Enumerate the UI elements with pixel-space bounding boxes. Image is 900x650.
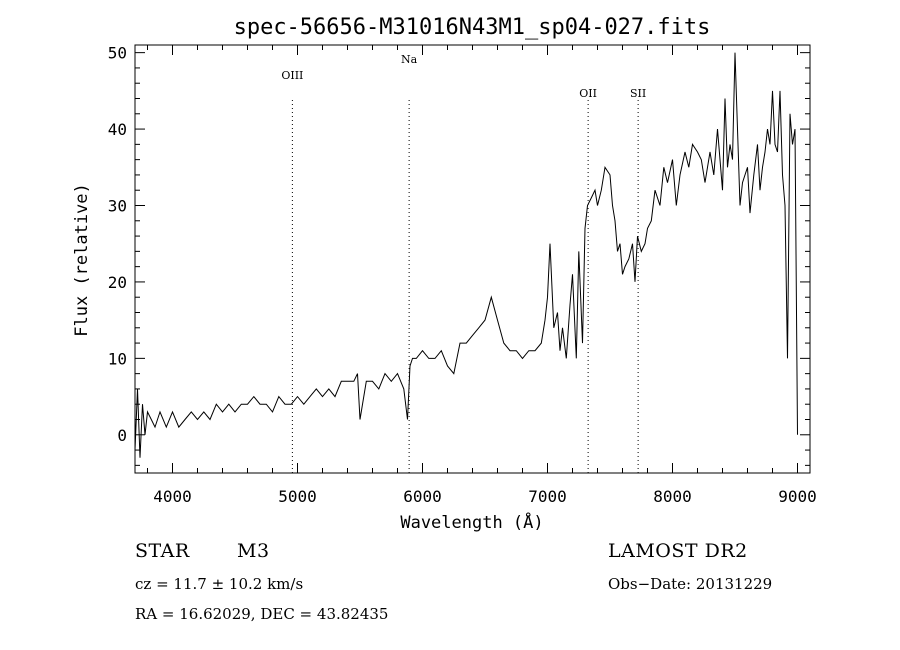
line-markers: OIII Na OII SII <box>281 53 646 473</box>
plot-frame <box>134 44 811 474</box>
spectrum-line <box>134 52 798 458</box>
x-tick-label: 5000 <box>278 487 317 506</box>
chart-title: spec-56656-M31016N43M1_sp04-027.fits <box>234 15 711 40</box>
axis-ticks: 4000 5000 6000 7000 8000 9000 0 10 20 30 40 50 <box>108 44 817 506</box>
obs-date: Obs−Date: 20131229 <box>608 575 773 593</box>
redshift-info: cz = 11.7 ± 10.2 km/s <box>135 575 304 593</box>
x-tick-label: 6000 <box>403 487 442 506</box>
ra-dec: RA = 16.62029, DEC = 43.82435 <box>135 605 389 623</box>
line-marker-label: OII <box>579 87 597 100</box>
y-tick-label: 0 <box>117 426 127 445</box>
y-tick-label: 40 <box>108 120 127 139</box>
y-tick-label: 50 <box>108 44 127 63</box>
line-marker-label: Na <box>401 53 418 66</box>
y-tick-label: 10 <box>108 349 127 368</box>
x-tick-label: 9000 <box>778 487 817 506</box>
x-tick-label: 8000 <box>653 487 692 506</box>
x-axis-label: Wavelength (Å) <box>400 511 543 533</box>
y-tick-label: 20 <box>108 273 127 292</box>
object-class: STAR <box>135 540 190 562</box>
x-tick-label: 7000 <box>528 487 567 506</box>
object-subclass: M3 <box>237 540 270 562</box>
line-marker-label: SII <box>630 87 646 100</box>
x-tick-label: 4000 <box>153 487 192 506</box>
y-tick-label: 30 <box>108 197 127 216</box>
line-marker-label: OIII <box>281 69 303 82</box>
y-axis-label: Flux (relative) <box>72 183 92 337</box>
survey-name: LAMOST DR2 <box>608 540 748 562</box>
